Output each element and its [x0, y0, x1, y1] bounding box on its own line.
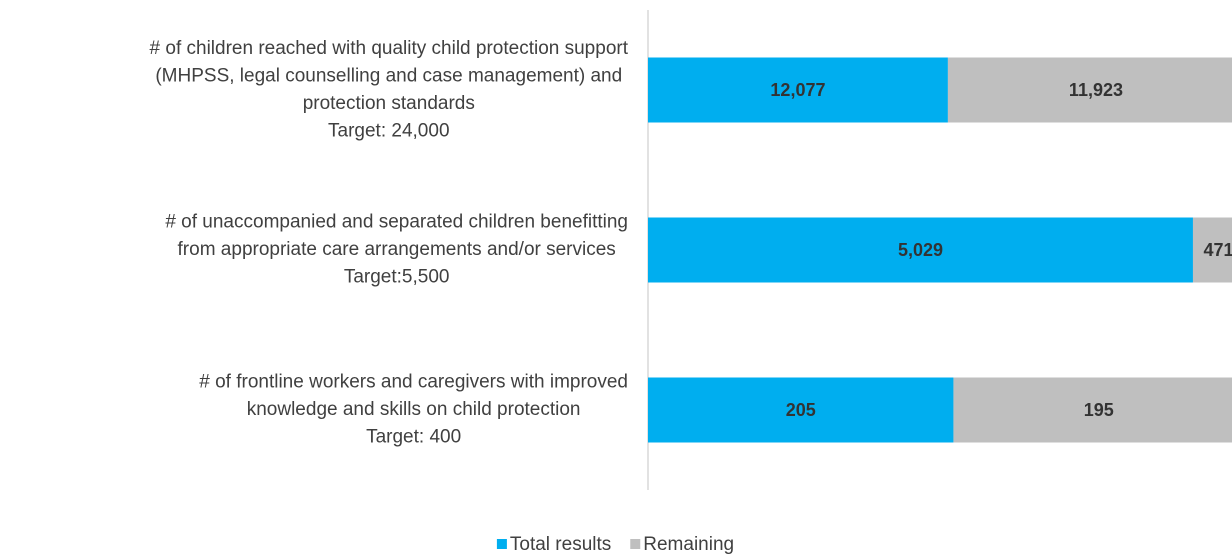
legend-swatch [496, 539, 507, 549]
bar-segment [947, 57, 1232, 123]
category-label: from appropriate care arrangements and/o… [178, 239, 616, 260]
category-label: knowledge and skills on child protection [247, 399, 581, 420]
category-label: Target:5,500 [344, 267, 450, 288]
legend-label: Remaining [643, 534, 734, 555]
data-label: 195 [1084, 400, 1114, 420]
legend-label: Total results [510, 534, 611, 555]
category-label: # of unaccompanied and separated childre… [165, 212, 628, 233]
category-label: # of frontline workers and caregivers wi… [199, 372, 628, 393]
category-label: Target: 24,000 [328, 120, 449, 141]
data-label: 5,029 [898, 240, 943, 260]
category-label: # of children reached with quality child… [150, 38, 629, 59]
category-label: protection standards [303, 93, 475, 114]
bar-segment [648, 57, 948, 123]
data-label: 12,077 [770, 80, 825, 100]
category-label: (MHPSS, legal counselling and case manag… [155, 65, 622, 86]
bar-segment [648, 217, 1193, 283]
bar-segment [648, 377, 954, 443]
category-label: Target: 400 [366, 427, 461, 448]
legend-swatch [630, 539, 641, 549]
bar-segment [953, 377, 1232, 443]
data-label: 205 [786, 400, 816, 420]
data-label: 471 [1203, 240, 1232, 260]
data-label: 11,923 [1069, 80, 1123, 100]
bar-segment [1192, 217, 1232, 283]
